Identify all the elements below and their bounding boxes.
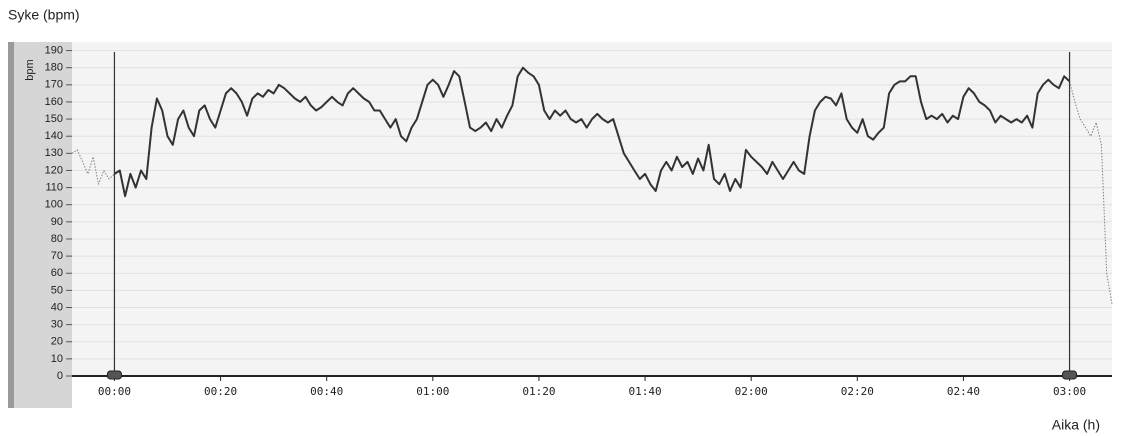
plot-area <box>72 42 1112 376</box>
y-tick-label: 0 <box>57 370 63 382</box>
y-tick-label: 170 <box>45 79 63 91</box>
x-tick-label: 00:20 <box>204 385 237 398</box>
y-tick-label: 40 <box>51 301 63 313</box>
y-axis-label: bpm <box>24 59 36 80</box>
y-tick-label: 20 <box>51 336 63 348</box>
x-tick-label: 01:40 <box>628 385 661 398</box>
x-tick-label: 00:40 <box>310 385 343 398</box>
x-tick-label: 02:00 <box>735 385 768 398</box>
range-handle <box>1062 370 1078 380</box>
heart-rate-line <box>113 66 1071 198</box>
x-tick-label: 01:00 <box>416 385 449 398</box>
y-tick-label: 70 <box>51 250 63 262</box>
y-tick-label: 140 <box>45 130 63 142</box>
y-tick-label: 90 <box>51 216 63 228</box>
x-tick-label: 02:40 <box>947 385 980 398</box>
panel-edge <box>8 42 14 408</box>
heart-rate-line <box>1069 81 1113 305</box>
y-tick-label: 60 <box>51 267 63 279</box>
y-tick-label: 10 <box>51 353 63 365</box>
heart-rate-line <box>71 149 115 185</box>
y-tick-label: 120 <box>45 164 63 176</box>
axis-panel <box>14 42 72 408</box>
y-tick-label: 190 <box>45 44 63 56</box>
y-tick-label: 80 <box>51 233 63 245</box>
y-tick-label: 100 <box>45 199 63 211</box>
x-tick-label: 01:20 <box>522 385 555 398</box>
x-tick-label: 02:20 <box>841 385 874 398</box>
x-tick-label: 00:00 <box>98 385 131 398</box>
x-axis-label: Aika (h) <box>1052 417 1100 433</box>
y-tick-label: 150 <box>45 113 63 125</box>
y-tick-label: 130 <box>45 147 63 159</box>
y-tick-label: 180 <box>45 62 63 74</box>
y-tick-label: 110 <box>45 181 63 193</box>
y-tick-label: 50 <box>51 284 63 296</box>
y-tick-label: 30 <box>51 319 63 331</box>
chart-title: Syke (bpm) <box>8 7 80 23</box>
y-tick-label: 160 <box>45 96 63 108</box>
range-handle <box>106 370 122 380</box>
x-tick-label: 03:00 <box>1053 385 1086 398</box>
